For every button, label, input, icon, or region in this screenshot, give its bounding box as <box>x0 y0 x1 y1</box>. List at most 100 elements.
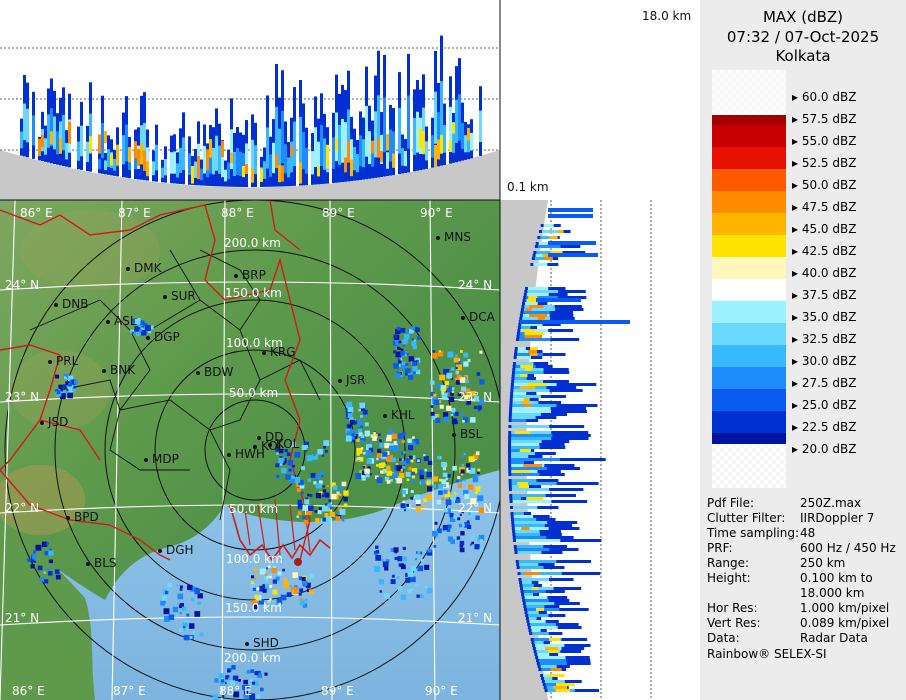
place-label: DNB <box>62 297 89 311</box>
colorbar-label: ▸ 57.5 dBZ <box>792 112 857 126</box>
place-marker <box>452 433 456 437</box>
place-label: DD <box>265 430 284 444</box>
place-marker <box>338 379 342 383</box>
info-value: Radar Data <box>800 631 868 645</box>
colorbar-swatch <box>712 257 786 279</box>
place-label: MDP <box>152 452 179 466</box>
range-label: 100.0 km <box>226 336 283 350</box>
colorbar-label: ▸ 20.0 dBZ <box>792 442 857 456</box>
lat-label-left: 24° N <box>5 278 40 292</box>
lat-label-left: 22° N <box>5 501 40 515</box>
colorbar-swatch <box>712 191 786 213</box>
colorbar-label: ▸ 35.0 dBZ <box>792 310 857 324</box>
place-marker <box>126 267 130 271</box>
colorbar-label: ▸ 37.5 dBZ <box>792 288 857 302</box>
place-label: KOL <box>261 439 285 453</box>
info-key: Data: <box>707 631 740 645</box>
colorbar-swatch <box>712 323 786 345</box>
lat-label-right: 23° N <box>458 390 493 404</box>
lon-label-top: 88° E <box>221 206 254 220</box>
info-key: Vert Res: <box>707 616 761 630</box>
info-key: Hor Res: <box>707 601 758 615</box>
sundarbans-coast <box>229 499 331 566</box>
colorbar-above-range <box>712 70 786 115</box>
colorbar-swatch <box>712 279 786 301</box>
place-marker <box>146 336 150 340</box>
colorbar-label: ▸ 50.0 dBZ <box>792 178 857 192</box>
place-label: SHD <box>253 636 279 650</box>
lat-label-left: 21° N <box>5 611 40 625</box>
place-label: BNK <box>110 363 136 377</box>
place-marker <box>227 453 231 457</box>
place-marker <box>144 458 148 462</box>
place-label: HWH <box>235 447 265 461</box>
state-borders <box>0 200 311 561</box>
colorbar-label: ▸ 40.0 dBZ <box>792 266 857 280</box>
info-key: Time sampling: <box>707 526 800 540</box>
place-marker <box>253 445 257 449</box>
place-marker <box>234 274 238 278</box>
place-marker <box>54 303 58 307</box>
place-label: BRP <box>242 268 266 282</box>
place-label: JSD <box>48 415 69 429</box>
place-marker <box>262 351 266 355</box>
colorbar-swatch <box>712 169 786 191</box>
place-marker <box>86 562 90 566</box>
info-value: IIRDoppler 7 <box>800 511 875 525</box>
colorbar-label: ▸ 30.0 dBZ <box>792 354 857 368</box>
height-max-label: 18.0 km <box>642 9 692 23</box>
colorbar-swatch <box>712 389 786 411</box>
lon-label-top: 86° E <box>20 206 53 220</box>
place-label: JSR <box>346 373 366 387</box>
range-label: 50.0 km <box>229 502 279 516</box>
info-value: 1.000 km/pixel <box>800 601 890 615</box>
colorbar-label: ▸ 25.0 dBZ <box>792 398 857 412</box>
colorbar-label: ▸ 55.0 dBZ <box>792 134 857 148</box>
place-marker <box>268 443 272 447</box>
district-borders <box>29 249 321 521</box>
info-value: 18.000 km <box>800 586 865 600</box>
scan-datetime: 07:32 / 07-Oct-2025 <box>726 28 880 46</box>
colorbar-swatch <box>712 125 786 147</box>
north-projection-echoes <box>20 35 482 187</box>
place-marker <box>245 642 249 646</box>
colorbar-swatch <box>712 411 786 433</box>
colorbar-label: ▸ 27.5 dBZ <box>792 376 857 390</box>
colorbar-label: ▸ 47.5 dBZ <box>792 200 857 214</box>
place-marker <box>461 316 465 320</box>
info-key: PRF: <box>707 541 733 555</box>
colorbar-swatch <box>712 367 786 389</box>
lat-label-right: 21° N <box>458 611 493 625</box>
colorbar-label: ▸ 32.5 dBZ <box>792 332 857 346</box>
place-marker <box>102 369 106 373</box>
info-value: 250Z.max <box>800 496 862 510</box>
height-min-label: 0.1 km <box>507 180 549 194</box>
place-label: BPD <box>74 510 99 524</box>
place-label: DMK <box>134 261 162 275</box>
info-key: Height: <box>707 571 751 585</box>
place-label: BLS <box>94 556 117 570</box>
info-key: Range: <box>707 556 750 570</box>
place-label: MNS <box>444 230 471 244</box>
info-value: 0.100 km to <box>800 571 873 585</box>
colorbar-label: ▸ 45.0 dBZ <box>792 222 857 236</box>
colorbar-label: ▸ 60.0 dBZ <box>792 90 857 104</box>
place-label: ASL <box>114 314 137 328</box>
place-label: KOL <box>276 437 300 451</box>
lon-label-top: 90° E <box>420 206 453 220</box>
place-label: DGH <box>166 543 194 557</box>
vendor-footer: Rainbow® SELEX-SI <box>707 647 827 661</box>
range-label: 150.0 km <box>225 286 282 300</box>
place-marker <box>436 236 440 240</box>
colorbar-swatch <box>712 147 786 169</box>
reflectivity-echoes <box>27 318 485 700</box>
odisha-coast <box>0 520 95 700</box>
lon-label-bottom: 90° E <box>425 684 458 698</box>
place-marker <box>257 436 261 440</box>
lat-label-right: 24° N <box>458 278 493 292</box>
lon-label-top: 87° E <box>118 206 151 220</box>
colorbar-swatch <box>712 345 786 367</box>
lon-label-bottom: 89° E <box>321 684 354 698</box>
place-label: BDW <box>204 365 234 379</box>
